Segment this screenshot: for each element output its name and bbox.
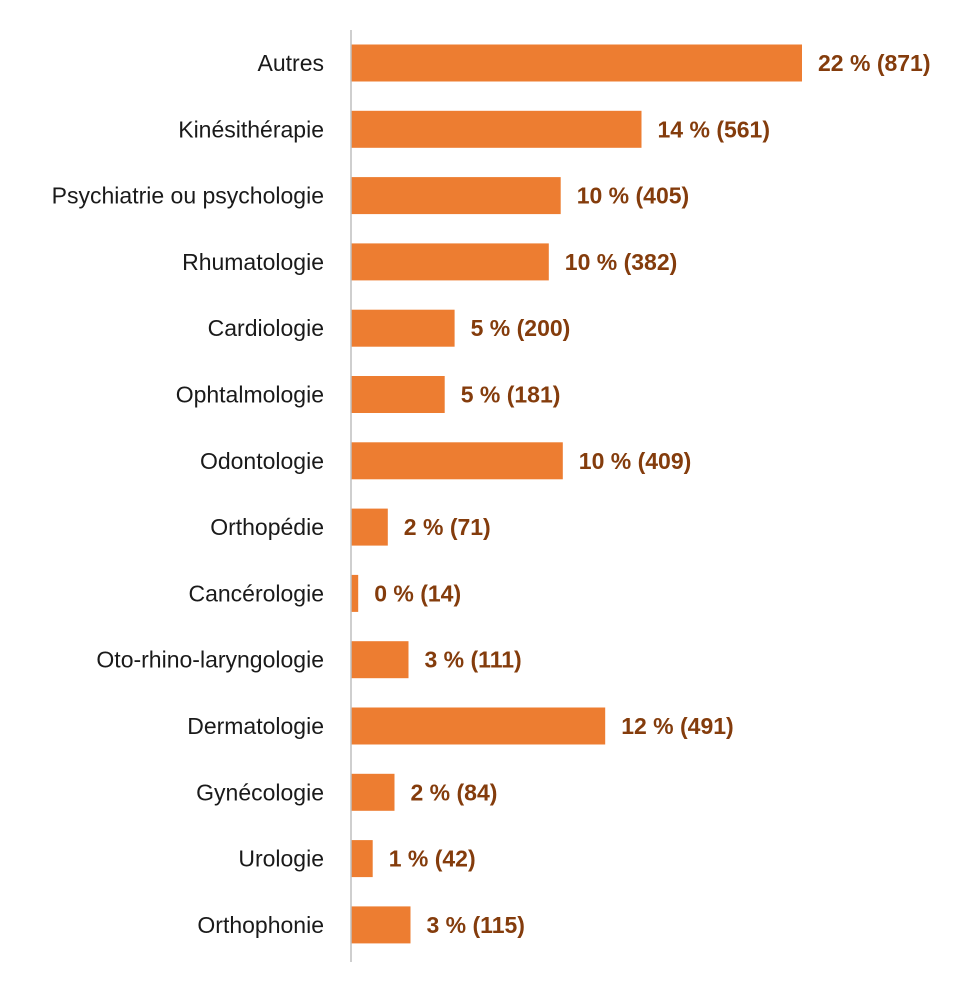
bar-13 [351, 906, 411, 944]
bar-0 [351, 44, 802, 82]
category-label-1: Kinésithérapie [178, 116, 324, 142]
category-label-8: Cancérologie [188, 580, 324, 606]
bar-9 [351, 641, 409, 679]
data-label-7: 2 % (71) [404, 514, 491, 540]
category-label-4: Cardiologie [208, 315, 324, 341]
category-labels: Autres Kinésithérapie Psychiatrie ou psych… [52, 50, 324, 938]
data-label-12: 1 % (42) [389, 846, 476, 872]
category-label-10: Dermatologie [187, 713, 324, 739]
category-label-7: Orthopédie [210, 514, 324, 540]
bar-2 [351, 177, 561, 215]
category-label-0: Autres [258, 50, 324, 76]
data-label-8: 0 % (14) [374, 580, 461, 606]
bar-4 [351, 309, 455, 347]
data-label-1: 14 % (561) [658, 116, 771, 142]
data-label-9: 3 % (111) [425, 647, 522, 673]
bar-12 [351, 840, 373, 878]
category-label-2: Psychiatrie ou psychologie [52, 183, 324, 209]
bar-11 [351, 773, 395, 811]
category-label-11: Gynécologie [196, 779, 324, 805]
bar-3 [351, 243, 549, 281]
data-label-13: 3 % (115) [427, 912, 525, 938]
category-label-3: Rhumatologie [182, 249, 324, 275]
category-label-12: Urologie [238, 846, 324, 872]
data-label-5: 5 % (181) [461, 382, 561, 408]
bars-layer [351, 44, 802, 944]
data-labels: 22 % (871) 14 % (561) 10 % (405) 10 % (382)… [374, 50, 930, 938]
bar-7 [351, 508, 388, 546]
category-label-13: Orthophonie [197, 912, 324, 938]
category-label-6: Odontologie [200, 448, 324, 474]
data-label-10: 12 % (491) [621, 713, 734, 739]
bar-5 [351, 376, 445, 413]
category-label-9: Oto-rhino-laryngologie [96, 647, 324, 673]
bar-1 [351, 110, 642, 148]
data-label-0: 22 % (871) [818, 50, 931, 76]
data-label-4: 5 % (200) [471, 315, 571, 341]
data-label-3: 10 % (382) [565, 249, 678, 275]
bar-8 [351, 574, 359, 612]
data-label-11: 2 % (84) [411, 779, 498, 805]
bar-10 [351, 707, 606, 745]
bar-6 [351, 442, 563, 480]
category-label-5: Ophtalmologie [176, 382, 324, 408]
data-label-2: 10 % (405) [577, 183, 690, 209]
data-label-6: 10 % (409) [579, 448, 692, 474]
